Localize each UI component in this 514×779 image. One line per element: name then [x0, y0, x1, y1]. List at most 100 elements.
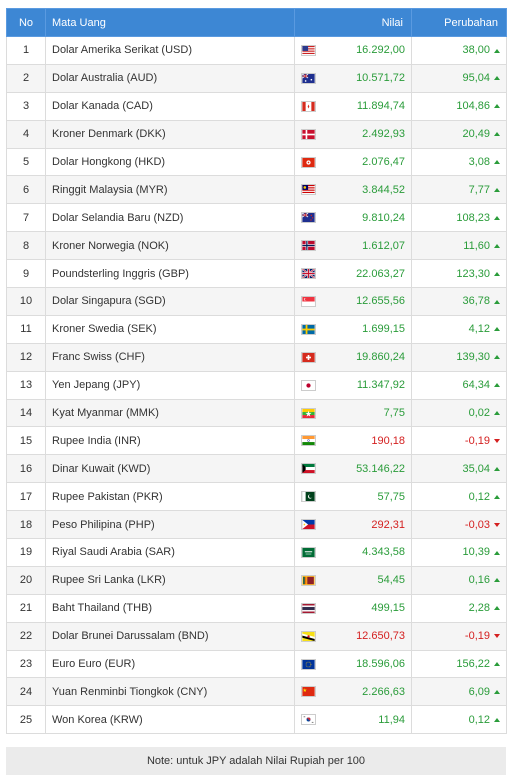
trend-up-icon [494, 160, 500, 165]
ca-flag-icon [301, 100, 316, 112]
row-number: 2 [6, 63, 46, 93]
currency-value: 499,15 [371, 602, 405, 615]
trend-up-icon [494, 187, 500, 192]
table-row: 18 Peso Philipina (PHP) 292,31 -0,03 [6, 510, 507, 540]
row-number: 15 [6, 426, 46, 456]
table-row: 13 Yen Jepang (JPY) 11.347,92 64,34 [6, 370, 507, 400]
trend-down-icon [494, 634, 500, 639]
currency-name: Dolar Australia (AUD) [45, 63, 295, 93]
table-row: 15 Rupee India (INR) 190,18 -0,19 [6, 426, 507, 456]
trend-up-icon [494, 606, 500, 611]
row-number: 25 [6, 705, 46, 735]
currency-change-cell: 2,28 [411, 593, 507, 623]
currency-change: 38,00 [462, 44, 490, 57]
currency-name: Dolar Selandia Baru (NZD) [45, 203, 295, 233]
table-header-row: No Mata Uang Nilai Perubahan [6, 8, 507, 37]
currency-change: 36,78 [462, 295, 490, 308]
trend-up-icon [494, 271, 500, 276]
currency-value: 1.699,15 [362, 323, 405, 336]
currency-change: 6,09 [468, 685, 490, 698]
currency-value: 2.492,93 [362, 128, 405, 141]
currency-value-cell: 292,31 [294, 510, 412, 540]
currency-name: Kyat Myanmar (MMK) [45, 398, 295, 428]
currency-change: 20,49 [462, 128, 490, 141]
currency-change: 4,12 [468, 323, 490, 336]
currency-change: 35,04 [462, 462, 490, 475]
currency-name: Won Korea (KRW) [45, 705, 295, 735]
table-row: 24 Yuan Renminbi Tiongkok (CNY) 2.266,63 6,… [6, 677, 507, 707]
header-value: Nilai [294, 8, 412, 37]
header-no: No [6, 8, 46, 37]
hk-flag-icon [301, 156, 316, 168]
currency-name: Riyal Saudi Arabia (SAR) [45, 538, 295, 567]
table-row: 14 Kyat Myanmar (MMK) 7,75 0,02 [6, 398, 507, 428]
currency-value-cell: 54,45 [294, 565, 412, 595]
currency-change-cell: 156,22 [411, 649, 507, 679]
trend-up-icon [494, 327, 500, 332]
currency-change-cell: -0,19 [411, 621, 507, 651]
currency-change-cell: 139,30 [411, 342, 507, 372]
currency-change-cell: 20,49 [411, 119, 507, 149]
currency-value: 53.146,22 [356, 462, 405, 475]
table-row: 9 Poundsterling Inggris (GBP) 22.063,27 123… [6, 259, 507, 289]
trend-down-icon [494, 439, 500, 443]
currency-change: 95,04 [462, 72, 490, 85]
au-flag-icon [301, 72, 316, 84]
trend-up-icon [494, 48, 500, 53]
currency-value: 3.844,52 [362, 183, 405, 196]
trend-up-icon [494, 243, 500, 248]
currency-change-cell: 0,12 [411, 482, 507, 512]
currency-table: No Mata Uang Nilai Perubahan 1 Dolar Amer… [6, 8, 507, 735]
row-number: 18 [6, 510, 46, 540]
currency-value: 2.266,63 [362, 685, 405, 698]
row-number: 20 [6, 565, 46, 595]
trend-up-icon [494, 578, 500, 583]
row-number: 4 [6, 119, 46, 149]
my-flag-icon [301, 184, 316, 196]
currency-name: Dolar Brunei Darussalam (BND) [45, 621, 295, 651]
currency-table-container: No Mata Uang Nilai Perubahan 1 Dolar Amer… [6, 8, 507, 735]
trend-up-icon [494, 466, 500, 471]
currency-change-cell: 0,16 [411, 565, 507, 595]
table-row: 23 Euro Euro (EUR) 18.596,06 156,22 [6, 649, 507, 679]
trend-up-icon [494, 550, 500, 555]
kr-flag-icon [301, 714, 316, 726]
currency-value: 4.343,58 [362, 546, 405, 559]
currency-change-cell: -0,19 [411, 426, 507, 456]
currency-name: Dolar Amerika Serikat (USD) [45, 36, 295, 65]
currency-name: Rupee Pakistan (PKR) [45, 482, 295, 512]
row-number: 17 [6, 482, 46, 512]
currency-value-cell: 11.894,74 [294, 91, 412, 121]
trend-up-icon [494, 132, 500, 137]
currency-name: Rupee Sri Lanka (LKR) [45, 565, 295, 595]
currency-change-cell: 7,77 [411, 175, 507, 205]
currency-change: 123,30 [456, 267, 490, 280]
ph-flag-icon [301, 519, 316, 531]
currency-value: 11,94 [378, 713, 405, 726]
row-number: 19 [6, 538, 46, 567]
currency-value-cell: 11,94 [294, 705, 412, 735]
currency-value: 190,18 [371, 434, 405, 447]
row-number: 6 [6, 175, 46, 205]
us-flag-icon [301, 45, 316, 56]
row-number: 7 [6, 203, 46, 233]
currency-change: -0,03 [464, 518, 490, 531]
trend-up-icon [494, 717, 500, 722]
currency-change-cell: 36,78 [411, 287, 507, 316]
currency-name: Euro Euro (EUR) [45, 649, 295, 679]
currency-name: Dolar Hongkong (HKD) [45, 147, 295, 177]
sg-flag-icon [301, 296, 316, 308]
trend-up-icon [494, 494, 500, 499]
row-number: 3 [6, 91, 46, 121]
currency-value-cell: 18.596,06 [294, 649, 412, 679]
currency-change: -0,19 [464, 434, 490, 447]
table-row: 10 Dolar Singapura (SGD) 12.655,56 36,78 [6, 287, 507, 316]
currency-change: 0,02 [468, 407, 490, 420]
table-row: 1 Dolar Amerika Serikat (USD) 16.292,00 38,… [6, 36, 507, 65]
currency-change: 0,12 [468, 490, 490, 503]
currency-name: Kroner Norwegia (NOK) [45, 231, 295, 261]
currency-name: Dinar Kuwait (KWD) [45, 454, 295, 484]
currency-change-cell: 95,04 [411, 63, 507, 93]
currency-value-cell: 22.063,27 [294, 259, 412, 289]
currency-value-cell: 19.860,24 [294, 342, 412, 372]
